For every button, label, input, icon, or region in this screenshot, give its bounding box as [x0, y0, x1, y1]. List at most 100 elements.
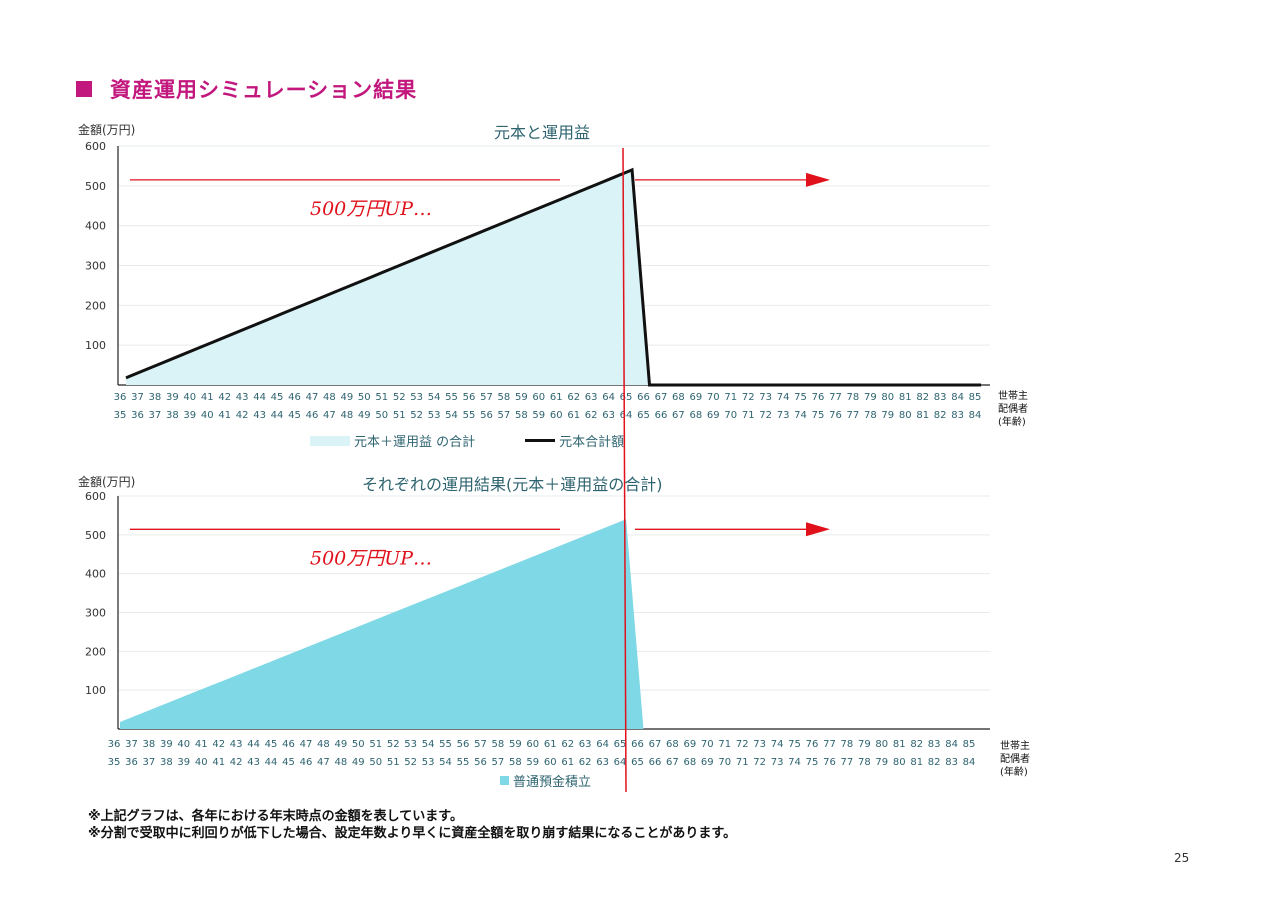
chart2-xtick-primary: 71 [718, 739, 731, 750]
chart2-xtick-secondary: 83 [945, 757, 958, 768]
chart1-xtick-secondary: 37 [149, 410, 162, 421]
chart2-xtick-primary: 82 [910, 739, 923, 750]
chart1-xtick-primary: 72 [742, 392, 755, 403]
chart1-xtick-secondary: 76 [829, 410, 842, 421]
chart2-xtick-secondary: 39 [177, 757, 190, 768]
chart1-xtick-primary: 40 [183, 392, 196, 403]
chart2-xtick-primary: 73 [753, 739, 766, 750]
chart1-ytick-label: 500 [85, 180, 106, 193]
chart2-xtick-primary: 42 [212, 739, 225, 750]
caption-spouse: 配偶者 [998, 404, 1028, 415]
chart1-xtick-secondary: 38 [166, 410, 179, 421]
chart2-xtick-primary: 53 [404, 739, 417, 750]
chart2-ytick-label: 200 [85, 645, 106, 658]
chart1-xtick-primary: 66 [637, 392, 650, 403]
legend-area-swatch-icon [310, 435, 350, 446]
chart2-xtick-primary: 37 [125, 739, 138, 750]
caption-spouse: 配偶者 [1000, 754, 1030, 765]
chart1-xtick-secondary: 47 [323, 410, 336, 421]
chart1-xtick-primary: 83 [934, 392, 947, 403]
chart1-xtick-secondary: 54 [445, 410, 458, 421]
chart2-xtick-secondary: 77 [841, 757, 854, 768]
chart2-xtick-secondary: 64 [614, 757, 627, 768]
chart1-xtick-primary: 52 [393, 392, 406, 403]
chart2-xtick-primary: 64 [596, 739, 609, 750]
chart1-xtick-primary: 50 [358, 392, 371, 403]
chart2-xtick-secondary: 78 [858, 757, 871, 768]
chart1-xtick-secondary: 81 [916, 410, 929, 421]
chart2-xtick-primary: 36 [108, 739, 121, 750]
chart1-xtick-secondary: 73 [777, 410, 790, 421]
chart2-xtick-primary: 78 [841, 739, 854, 750]
chart2-xtick-secondary: 76 [823, 757, 836, 768]
chart2-xtick-primary: 60 [526, 739, 539, 750]
chart1-xtick-secondary: 60 [550, 410, 563, 421]
caption-head: 世帯主 [998, 391, 1028, 402]
chart1-xtick-primary: 47 [306, 392, 319, 403]
caption-age: (年齢) [1000, 767, 1028, 778]
chart1-xtick-secondary: 80 [899, 410, 912, 421]
chart1-xtick-secondary: 71 [742, 410, 755, 421]
chart2-xtick-secondary: 57 [492, 757, 505, 768]
chart2-xtick-secondary: 60 [544, 757, 557, 768]
chart1-xtick-secondary: 77 [847, 410, 860, 421]
chart2-xtick-primary: 85 [963, 739, 976, 750]
chart2-xtick-primary: 50 [352, 739, 365, 750]
chart2-xtick-primary: 54 [422, 739, 435, 750]
chart2-xtick-primary: 43 [230, 739, 243, 750]
chart1-xtick-primary: 59 [515, 392, 528, 403]
chart1-xtick-primary: 53 [410, 392, 423, 403]
chart2-xtick-secondary: 41 [212, 757, 225, 768]
chart1-xtick-primary: 48 [323, 392, 336, 403]
chart1-xtick-secondary: 56 [480, 410, 493, 421]
chart1-ytick-label: 400 [85, 220, 106, 233]
chart2-xtick-primary: 45 [265, 739, 278, 750]
chart1-xtick-secondary: 68 [689, 410, 702, 421]
chart2-xtick-primary: 74 [771, 739, 784, 750]
chart2-xtick-primary: 70 [701, 739, 714, 750]
chart2-xtick-secondary: 70 [718, 757, 731, 768]
chart1-xtick-primary: 80 [881, 392, 894, 403]
chart2-ylabel: 金額(万円) [78, 475, 136, 489]
chart2-ytick-label: 400 [85, 568, 106, 581]
chart2-xtick-primary: 72 [736, 739, 749, 750]
chart2-xtick-primary: 56 [457, 739, 470, 750]
chart2-ytick-label: 600 [85, 490, 106, 503]
chart1-xtick-secondary: 59 [532, 410, 545, 421]
chart2-xtick-secondary: 61 [561, 757, 574, 768]
chart1-xtick-primary: 39 [166, 392, 179, 403]
chart1-xtick-secondary: 48 [340, 410, 353, 421]
chart1-xtick-secondary: 69 [707, 410, 720, 421]
chart2-xtick-primary: 75 [788, 739, 801, 750]
chart2-xtick-primary: 83 [928, 739, 941, 750]
chart2-xtick-primary: 47 [300, 739, 313, 750]
page-number: 25 [1174, 851, 1190, 865]
chart2-xtick-primary: 68 [666, 739, 679, 750]
chart2-xtick-secondary: 65 [631, 757, 644, 768]
chart1-ytick-label: 100 [85, 339, 106, 352]
chart1-xtick-secondary: 35 [114, 410, 127, 421]
chart2-xtick-primary: 49 [334, 739, 347, 750]
chart1-annotation-text: 500万円UP… [310, 198, 432, 220]
chart1-xtick-primary: 60 [532, 392, 545, 403]
chart2-xtick-primary: 38 [143, 739, 156, 750]
chart1-xtick-primary: 74 [777, 392, 790, 403]
chart2-xtick-secondary: 62 [579, 757, 592, 768]
chart1-xtick-secondary: 82 [934, 410, 947, 421]
chart1-xtick-primary: 58 [498, 392, 511, 403]
chart1-xtick-secondary: 74 [794, 410, 807, 421]
chart2-xtick-primary: 39 [160, 739, 173, 750]
note-1: ※上記グラフは、各年における年末時点の金額を表しています。 [88, 809, 463, 824]
chart1-ytick-label: 600 [85, 140, 106, 153]
chart1-xtick-primary: 63 [585, 392, 598, 403]
chart1-xtick-secondary: 67 [672, 410, 685, 421]
chart2-age-caption: 世帯主 配偶者 (年齢) [1000, 740, 1030, 779]
chart1-xtick-primary: 64 [602, 392, 615, 403]
chart2-xtick-secondary: 43 [247, 757, 260, 768]
chart2-xtick-primary: 76 [806, 739, 819, 750]
chart1-xtick-primary: 84 [951, 392, 964, 403]
legend-line-label: 元本合計額 [559, 435, 625, 450]
legend-deposit-swatch-icon [500, 776, 509, 785]
chart2-xtick-secondary: 37 [143, 757, 156, 768]
